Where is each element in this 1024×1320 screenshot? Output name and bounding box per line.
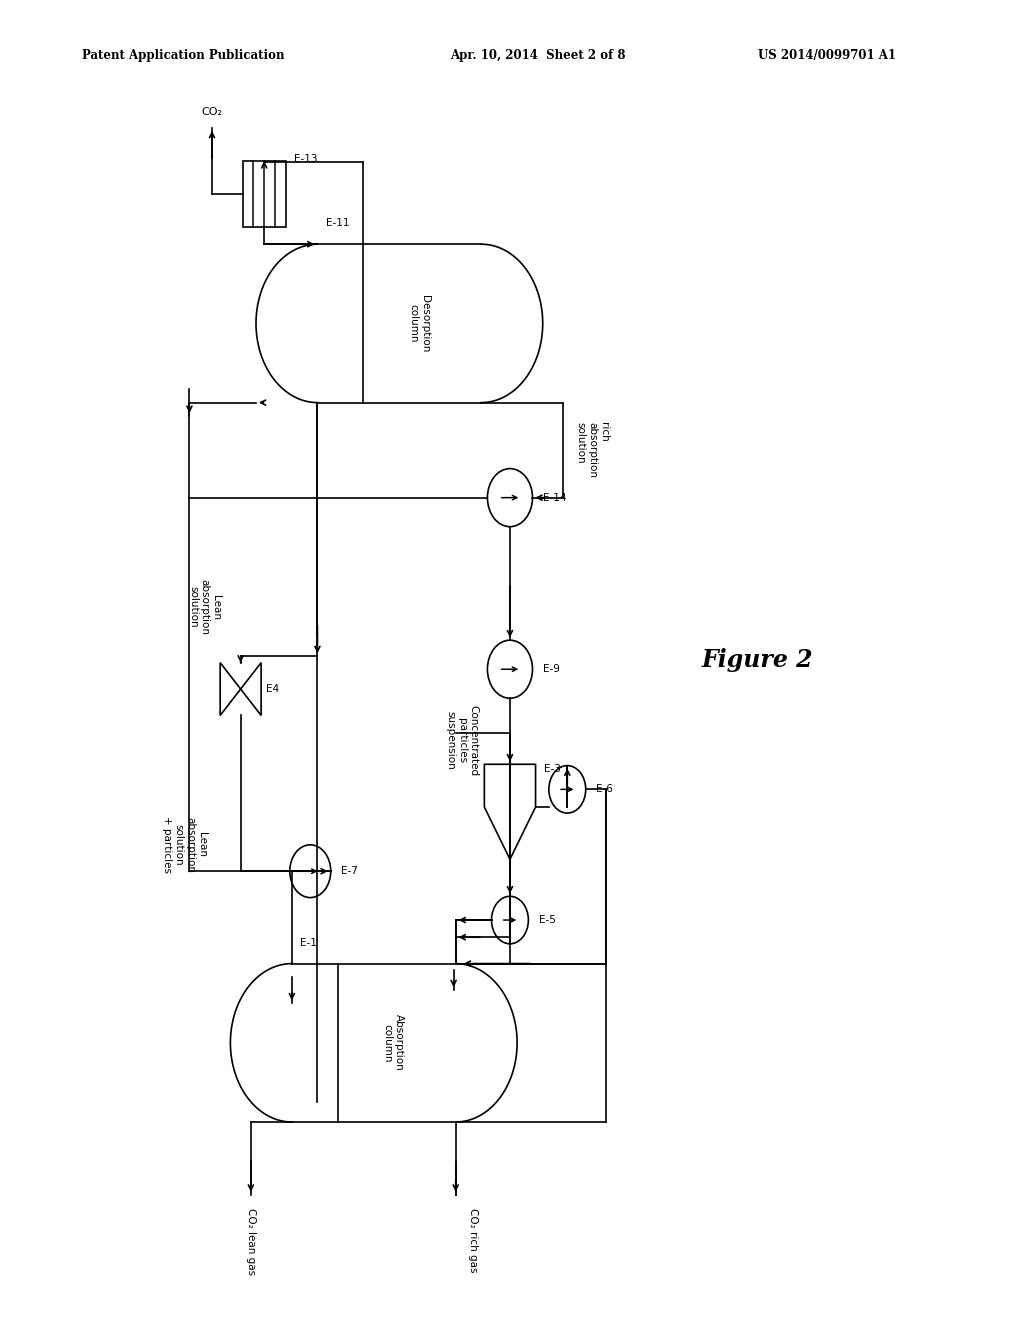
Text: E-14: E-14 (543, 492, 566, 503)
Text: Patent Application Publication: Patent Application Publication (82, 49, 285, 62)
Text: E-13: E-13 (294, 154, 317, 165)
Text: E-7: E-7 (341, 866, 357, 876)
Text: CO₂ lean gas: CO₂ lean gas (246, 1208, 256, 1275)
Text: Lean
absorption
solution
+ particles: Lean absorption solution + particles (162, 816, 207, 874)
Text: CO₂ rich gas: CO₂ rich gas (468, 1208, 478, 1272)
Text: rich
absorption
solution: rich absorption solution (575, 422, 608, 478)
Text: Absorption
column: Absorption column (383, 1015, 404, 1071)
Text: E-3: E-3 (544, 764, 560, 775)
Text: CO₂: CO₂ (202, 107, 222, 117)
Text: Desorption
column: Desorption column (409, 294, 430, 352)
Text: E4: E4 (266, 684, 280, 694)
Text: Concentrated
particles
suspension: Concentrated particles suspension (445, 705, 478, 776)
Text: US 2014/0099701 A1: US 2014/0099701 A1 (758, 49, 896, 62)
Bar (243, 161, 286, 227)
Text: Figure 2: Figure 2 (701, 648, 814, 672)
Text: E-1: E-1 (300, 937, 316, 948)
Text: E-5: E-5 (539, 915, 555, 925)
Text: E-6: E-6 (596, 784, 612, 795)
Text: Lean
absorption
solution: Lean absorption solution (188, 579, 221, 635)
Text: Apr. 10, 2014  Sheet 2 of 8: Apr. 10, 2014 Sheet 2 of 8 (451, 49, 626, 62)
Text: E-9: E-9 (543, 664, 559, 675)
Text: E-11: E-11 (326, 218, 349, 228)
